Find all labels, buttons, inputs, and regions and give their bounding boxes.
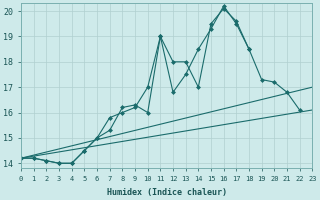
X-axis label: Humidex (Indice chaleur): Humidex (Indice chaleur) — [107, 188, 227, 197]
